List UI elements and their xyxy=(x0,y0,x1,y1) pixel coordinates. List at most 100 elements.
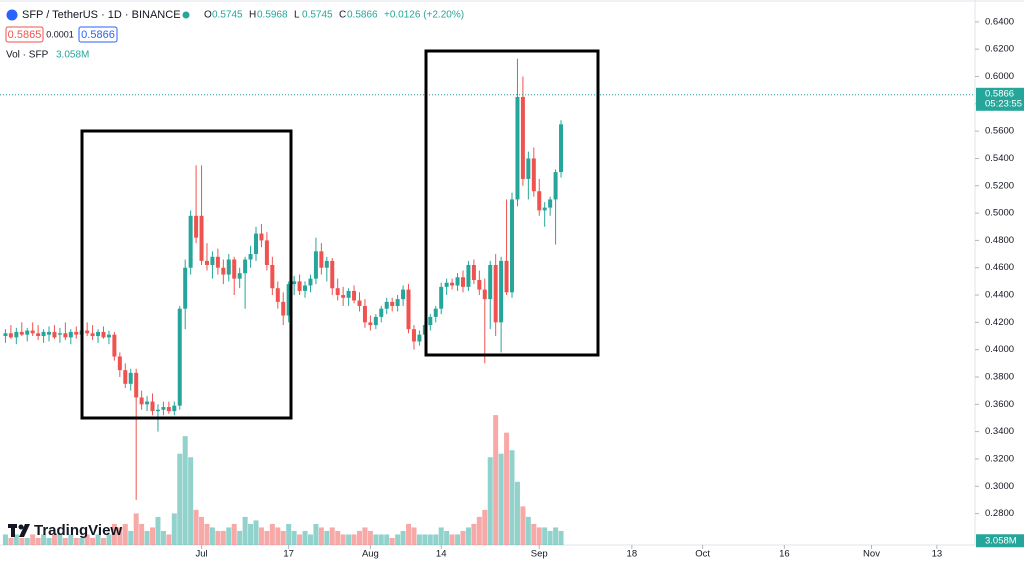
volume-bar xyxy=(155,516,161,545)
candle-body xyxy=(215,256,220,268)
volume-bar xyxy=(73,537,79,545)
volume-bar xyxy=(166,534,172,545)
y-tick-label: 0.3600 xyxy=(985,399,1014,410)
candle-body xyxy=(460,277,465,287)
volume-bar xyxy=(542,527,548,545)
candle-body xyxy=(57,333,62,335)
candle-body xyxy=(150,401,155,412)
y-tick-label: 0.5400 xyxy=(985,153,1014,164)
volume-tag xyxy=(976,534,1024,548)
volume-bar xyxy=(68,534,74,545)
last-price-label: 0.5866 xyxy=(985,88,1014,99)
volume-bar xyxy=(384,534,390,545)
volume-bar xyxy=(253,520,259,545)
candle-body xyxy=(25,330,30,335)
volume-bar xyxy=(471,523,477,545)
candle-body xyxy=(194,215,199,238)
candle-body xyxy=(259,233,264,241)
candle-body xyxy=(504,260,509,293)
candle-body xyxy=(177,308,182,406)
candle-body xyxy=(362,305,367,323)
volume-bar xyxy=(19,537,25,545)
ohlc-key: O xyxy=(204,10,212,21)
volume-bar xyxy=(427,534,433,545)
candle-body xyxy=(450,282,455,286)
volume-bar xyxy=(444,530,450,545)
candle-body xyxy=(526,158,531,179)
status-dot xyxy=(182,11,190,19)
y-tick-label: 0.4400 xyxy=(985,290,1014,301)
candle-body xyxy=(373,316,378,326)
volume-bar xyxy=(346,534,352,545)
candle-body xyxy=(390,301,395,306)
candle-body xyxy=(444,282,449,287)
candle-body xyxy=(411,329,416,342)
candle-body xyxy=(8,333,13,338)
candle-body xyxy=(548,199,553,208)
candle-body xyxy=(74,331,79,335)
y-tick-label: 0.3800 xyxy=(985,372,1014,383)
candle-body xyxy=(341,295,346,298)
volume-bar xyxy=(204,523,210,545)
candle-body xyxy=(275,288,280,302)
last-price-tag xyxy=(976,87,1024,111)
logo-mark xyxy=(18,524,24,530)
volume-bar xyxy=(318,527,324,545)
candle-body xyxy=(90,333,95,337)
candle-body xyxy=(455,277,460,286)
volume-bar xyxy=(324,530,330,545)
candle-body xyxy=(330,260,335,289)
candle-body xyxy=(204,260,209,265)
volume-bar xyxy=(237,530,243,545)
x-tick-label: 18 xyxy=(627,549,638,560)
volume-bar xyxy=(558,530,564,545)
candle-body xyxy=(106,334,111,338)
candle-body xyxy=(357,300,362,306)
candle-body xyxy=(537,191,542,211)
ohlc-value: 0.5968 xyxy=(257,10,288,21)
candle-body xyxy=(210,256,215,265)
candle-body xyxy=(232,259,237,279)
volume-bar xyxy=(280,530,286,545)
ask: 0.5866 xyxy=(81,29,115,41)
volume-bar xyxy=(493,415,499,545)
volume-bar xyxy=(139,523,145,545)
ohlc-key: L xyxy=(294,10,300,21)
candle-body xyxy=(520,96,525,179)
bid-box xyxy=(5,26,44,43)
candle-body xyxy=(112,334,117,357)
candle-body xyxy=(308,278,313,286)
x-tick-label: Nov xyxy=(863,549,880,560)
candle-body xyxy=(128,372,133,384)
ohlc-value: 0.5745 xyxy=(302,10,333,21)
annotation-box xyxy=(80,129,293,420)
volume-bar xyxy=(297,534,303,545)
countdown: 05:23:55 xyxy=(985,98,1022,109)
y-tick-label: 0.4600 xyxy=(985,262,1014,273)
candle-body xyxy=(199,215,204,261)
x-tick-label: 17 xyxy=(283,549,294,560)
candle-body xyxy=(477,280,482,290)
volume-bar xyxy=(79,537,85,545)
volume-bar xyxy=(509,450,515,545)
volume-bar xyxy=(248,523,254,545)
volume-bar xyxy=(95,534,101,545)
ohlc-header: O 0.5745 H 0.5968 L 0.5745 C 0.5866 +0.0126 (+2.… xyxy=(204,10,464,21)
volume-bar xyxy=(220,530,226,545)
candle-body xyxy=(183,267,188,309)
candle-body xyxy=(553,172,558,200)
candle-body xyxy=(482,289,487,300)
volume-bar xyxy=(498,453,504,545)
volume-bar xyxy=(209,527,215,545)
y-tick-label: 0.5000 xyxy=(985,208,1014,219)
volume-bar xyxy=(525,516,531,545)
volume-bar xyxy=(13,534,19,545)
volume-bar xyxy=(177,453,183,545)
candle-body xyxy=(254,233,259,255)
candle-body xyxy=(379,308,384,317)
volume-bar xyxy=(340,534,346,545)
volume-bar xyxy=(547,530,553,545)
volume-bar xyxy=(329,527,335,545)
volume-bar xyxy=(465,527,471,545)
